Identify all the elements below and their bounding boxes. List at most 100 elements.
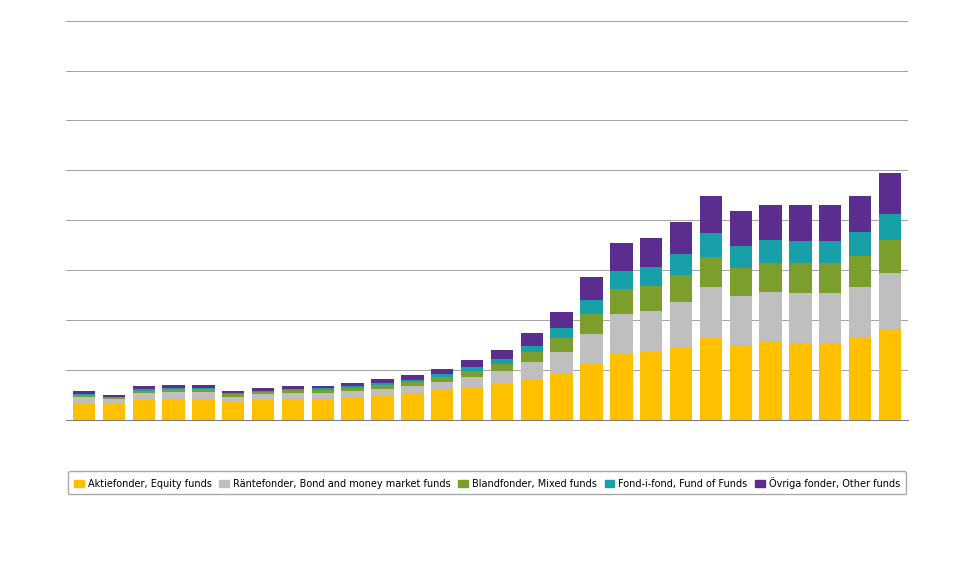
Bar xyxy=(610,271,632,290)
Bar xyxy=(401,380,424,382)
Bar xyxy=(312,388,334,390)
Bar xyxy=(401,376,424,380)
Bar xyxy=(760,342,782,419)
Bar xyxy=(102,396,125,397)
Bar xyxy=(550,328,573,338)
Bar xyxy=(670,347,693,419)
Bar xyxy=(102,397,125,399)
Bar xyxy=(581,334,603,363)
Bar xyxy=(581,276,603,300)
Bar xyxy=(371,396,393,419)
Bar xyxy=(132,391,155,393)
Bar xyxy=(699,233,722,257)
Bar xyxy=(163,388,185,389)
Bar xyxy=(192,385,214,388)
Bar xyxy=(281,389,304,391)
Bar xyxy=(312,390,334,393)
Bar xyxy=(789,293,811,343)
Bar xyxy=(610,354,632,419)
Bar xyxy=(670,254,693,275)
Bar xyxy=(879,240,901,273)
Bar xyxy=(550,312,573,328)
Bar xyxy=(163,389,185,392)
Bar xyxy=(73,397,95,403)
Bar xyxy=(670,222,693,254)
Bar xyxy=(491,384,513,419)
Bar xyxy=(879,214,901,240)
Bar xyxy=(640,352,662,419)
Bar xyxy=(789,206,811,241)
Bar xyxy=(520,379,543,419)
Bar xyxy=(849,233,872,256)
Bar xyxy=(73,394,95,395)
Bar xyxy=(192,392,214,399)
Bar xyxy=(461,371,483,377)
Bar xyxy=(342,388,364,391)
Bar xyxy=(461,387,483,419)
Bar xyxy=(610,290,632,314)
Bar xyxy=(699,287,722,338)
Bar xyxy=(610,314,632,354)
Bar xyxy=(550,352,573,374)
Bar xyxy=(760,292,782,342)
Bar xyxy=(849,287,872,338)
Bar xyxy=(491,350,513,359)
Bar xyxy=(281,391,304,393)
Bar xyxy=(371,385,393,389)
Bar xyxy=(252,400,275,419)
Bar xyxy=(879,173,901,214)
Bar xyxy=(163,385,185,388)
Bar xyxy=(431,377,454,382)
Bar xyxy=(461,360,483,367)
Bar xyxy=(520,362,543,379)
Bar xyxy=(192,389,214,392)
Bar xyxy=(163,399,185,419)
Bar xyxy=(819,343,842,419)
Bar xyxy=(281,393,304,399)
Bar xyxy=(640,311,662,352)
Bar xyxy=(461,367,483,371)
Bar xyxy=(431,374,454,377)
Bar xyxy=(401,394,424,419)
Bar xyxy=(670,302,693,347)
Bar xyxy=(431,391,454,419)
Bar xyxy=(640,267,662,286)
Bar xyxy=(132,393,155,400)
Bar xyxy=(222,396,244,402)
Bar xyxy=(73,403,95,419)
Bar xyxy=(699,338,722,419)
Bar xyxy=(849,338,872,419)
Bar xyxy=(879,329,901,419)
Bar xyxy=(699,196,722,233)
Bar xyxy=(73,391,95,394)
Bar xyxy=(581,363,603,419)
Bar xyxy=(222,393,244,395)
Bar xyxy=(520,334,543,346)
Bar xyxy=(849,256,872,287)
Bar xyxy=(192,399,214,419)
Bar xyxy=(252,391,275,392)
Bar xyxy=(461,377,483,387)
Bar xyxy=(819,263,842,293)
Bar xyxy=(789,343,811,419)
Bar xyxy=(132,386,155,389)
Bar xyxy=(222,395,244,396)
Bar xyxy=(312,385,334,388)
Bar xyxy=(342,386,364,388)
Bar xyxy=(431,382,454,391)
Bar xyxy=(819,241,842,263)
Bar xyxy=(730,211,752,245)
Bar xyxy=(252,395,275,400)
Bar xyxy=(371,389,393,396)
Bar xyxy=(789,263,811,293)
Bar xyxy=(312,399,334,419)
Bar xyxy=(132,400,155,419)
Bar xyxy=(342,391,364,397)
Bar xyxy=(640,286,662,311)
Bar xyxy=(371,384,393,385)
Bar xyxy=(520,353,543,362)
Bar xyxy=(760,204,782,240)
Bar xyxy=(431,369,454,374)
Bar xyxy=(730,346,752,419)
Legend: Aktiefonder, Equity funds, Räntefonder, Bond and money market funds, Blandfonder: Aktiefonder, Equity funds, Räntefonder, … xyxy=(68,471,906,494)
